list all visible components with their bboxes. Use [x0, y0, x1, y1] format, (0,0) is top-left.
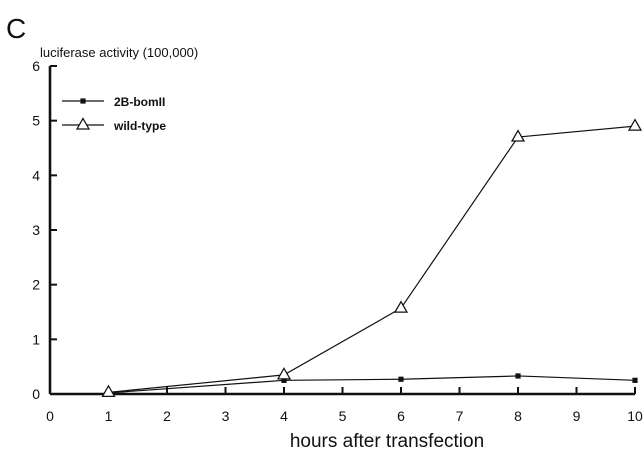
x-axis-label: hours after transfection	[290, 431, 484, 449]
legend-item-wild-type: wild-type	[62, 117, 166, 133]
legend-marker-2b-bomii	[80, 98, 86, 104]
legend-marker-wild-type	[75, 117, 91, 130]
y-tick-label: 2	[32, 277, 40, 293]
y-tick-label: 4	[32, 167, 40, 183]
x-tick-label: 6	[397, 408, 405, 424]
y-tick-label: 1	[32, 331, 40, 347]
data-point-2b-bomii-8	[515, 373, 521, 379]
panel-label: C	[6, 13, 26, 44]
legend: 2B-bomII wild-type	[62, 95, 166, 133]
x-tick-label: 8	[514, 408, 522, 424]
series-line-wild-type	[108, 125, 636, 393]
x-tick-label: 1	[105, 408, 113, 424]
data-point-wild-type-10	[627, 118, 643, 131]
legend-item-2b-bomii: 2B-bomII	[62, 95, 165, 109]
series-wild-type	[101, 118, 643, 397]
data-point-2b-bomii-6	[398, 376, 404, 382]
data-point-wild-type-1	[101, 384, 116, 397]
x-tick-label: 4	[280, 408, 288, 424]
y-tick-label: 6	[32, 58, 40, 74]
axis-ticks: 0 1 2 3 4 5 6 0 1 2 3 4 5 6 7 8 9 10	[32, 58, 643, 424]
x-tick-label: 5	[339, 408, 347, 424]
data-point-wild-type-8	[510, 129, 526, 142]
legend-label-2b-bomii: 2B-bomII	[114, 95, 165, 109]
data-point-2b-bomii-10	[632, 377, 638, 383]
x-tick-label: 10	[627, 408, 643, 424]
x-tick-label: 9	[573, 408, 581, 424]
y-tick-label: 3	[32, 222, 40, 238]
x-tick-label: 3	[222, 408, 230, 424]
y-tick-label: 5	[32, 113, 40, 129]
x-tick-label: 2	[163, 408, 171, 424]
data-point-wild-type-6	[393, 300, 409, 313]
data-point-wild-type-4	[276, 367, 292, 380]
y-axis-label: luciferase activity (100,000)	[40, 45, 198, 60]
axes	[48, 66, 635, 396]
legend-label-wild-type: wild-type	[113, 119, 166, 133]
y-tick-label: 0	[32, 386, 40, 402]
x-tick-label: 7	[456, 408, 464, 424]
data-series	[101, 118, 643, 397]
x-tick-label: 0	[46, 408, 54, 424]
